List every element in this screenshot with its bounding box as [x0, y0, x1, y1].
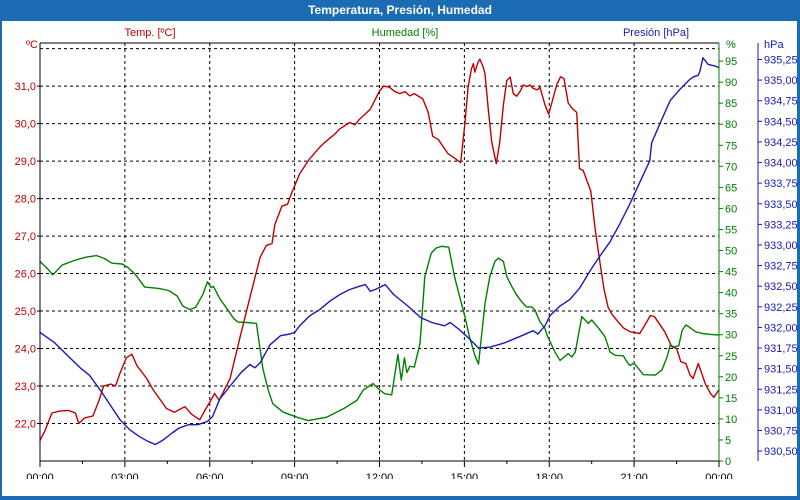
humidity-tick-label: 20 [725, 372, 737, 384]
pressure-tick-label: 930,50 [764, 446, 798, 458]
pressure-axis-title: Presión [hPa] [622, 27, 690, 39]
pressure-tick-label: 934,00 [764, 158, 798, 170]
temp-tick-label: 27,0 [15, 231, 36, 243]
pressure-tick-label: 931,75 [764, 343, 798, 355]
humidity-tick-label: 95 [725, 56, 737, 68]
time-tick-label: 00:00 [26, 472, 54, 479]
temp-tick-label: 29,0 [15, 156, 36, 168]
humidity-tick-label: 90 [725, 77, 737, 89]
pressure-tick-label: 933,00 [764, 240, 798, 252]
humidity-axis-title: Humedad [%] [371, 27, 439, 39]
temp-tick-label: 25,0 [15, 306, 36, 318]
temp-tick-label: 23,0 [15, 381, 36, 393]
pressure-tick-label: 934,50 [764, 116, 798, 128]
temp-axis-title: Temp. [ºC] [124, 27, 176, 39]
pressure-tick-label: 932,50 [764, 281, 798, 293]
temp-tick-label: 31,0 [15, 81, 36, 93]
time-tick-label: 09:00 [281, 472, 309, 479]
pressure-tick-label: 930,75 [764, 425, 798, 437]
pressure-tick-label: 932,75 [764, 261, 798, 273]
humidity-tick-label: 50 [725, 246, 737, 258]
humidity-tick-label: 65 [725, 182, 737, 194]
humidity-tick-label: 80 [725, 119, 737, 131]
humidity-unit-label: % [726, 39, 736, 51]
time-tick-label: 03:00 [111, 472, 139, 479]
time-tick-label: 21:00 [620, 472, 648, 479]
pressure-tick-label: 933,75 [764, 178, 798, 190]
time-tick-label: 18:00 [535, 472, 563, 479]
humidity-tick-label: 55 [725, 224, 737, 236]
pressure-tick-label: 931,50 [764, 364, 798, 376]
pressure-tick-label: 931,00 [764, 405, 798, 417]
temp-tick-label: 24,0 [15, 344, 36, 356]
pressure-tick-label: 935,25 [764, 54, 798, 66]
humidity-tick-label: 0 [725, 456, 731, 468]
pressure-tick-label: 935,00 [764, 75, 798, 87]
pressure-tick-label: 934,75 [764, 96, 798, 108]
humidity-tick-label: 45 [725, 267, 737, 279]
time-tick-label: 15:00 [451, 472, 479, 479]
pressure-tick-label: 933,25 [764, 219, 798, 231]
humidity-tick-label: 35 [725, 309, 737, 321]
humidity-tick-label: 15 [725, 393, 737, 405]
time-tick-label: 06:00 [196, 472, 224, 479]
humidity-tick-label: 75 [725, 140, 737, 152]
chart-plot: 22,0 23,0 24,0 25,0 26,0 27,0 28,0 29,0 30,0 31,0… [15, 42, 798, 479]
temp-tick-label: 30,0 [15, 119, 36, 131]
time-tick-label: 00:00 [705, 472, 733, 479]
series-humidity [39, 245, 720, 422]
humidity-tick-label: 40 [725, 288, 737, 300]
series-temp [39, 58, 720, 442]
humidity-tick-label: 5 [725, 435, 731, 447]
temp-tick-label: 28,0 [15, 194, 36, 206]
window-title: Temperatura, Presión, Humedad [2, 0, 797, 21]
series-pressure [39, 57, 720, 446]
humidity-tick-label: 30 [725, 330, 737, 342]
temp-unit-label: ºC [26, 39, 38, 51]
pressure-tick-label: 934,25 [764, 137, 798, 149]
pressure-unit-label: hPa [764, 39, 784, 51]
pressure-tick-label: 931,25 [764, 384, 798, 396]
pressure-tick-label: 933,50 [764, 199, 798, 211]
humidity-tick-label: 70 [725, 161, 737, 173]
humidity-tick-label: 25 [725, 351, 737, 363]
humidity-tick-label: 85 [725, 98, 737, 110]
temp-tick-label: 22,0 [15, 419, 36, 431]
humidity-tick-label: 60 [725, 203, 737, 215]
humidity-tick-label: 10 [725, 414, 737, 426]
pressure-tick-label: 932,00 [764, 322, 798, 334]
pressure-tick-label: 932,25 [764, 302, 798, 314]
time-tick-label: 12:00 [366, 472, 394, 479]
temp-tick-label: 26,0 [15, 269, 36, 281]
